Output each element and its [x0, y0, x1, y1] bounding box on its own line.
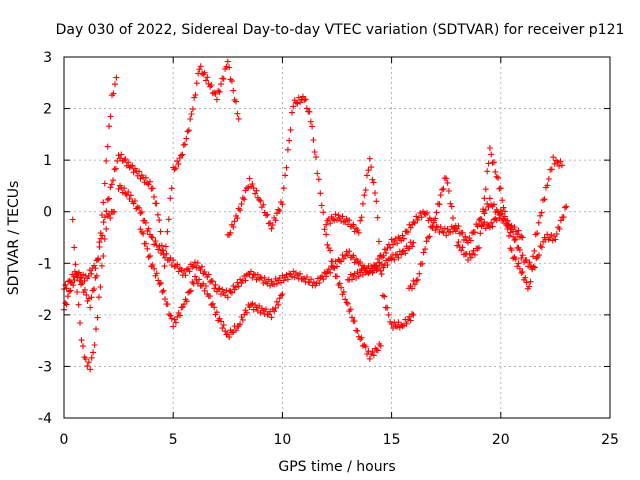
- x-tick-label: 20: [492, 432, 510, 448]
- plus-markers: [137, 226, 286, 341]
- y-tick-label: 0: [43, 205, 52, 221]
- plus-markers: [344, 239, 417, 283]
- series-track-7: [323, 195, 526, 280]
- x-tick-label: 15: [383, 432, 401, 448]
- plus-markers: [476, 203, 570, 273]
- plus-markers: [69, 208, 118, 373]
- plus-markers: [323, 155, 417, 331]
- y-tick-label: 3: [43, 50, 52, 66]
- series-track-4: [115, 182, 330, 301]
- series-track-8: [323, 155, 417, 331]
- plus-markers: [323, 195, 526, 280]
- series-track-10: [406, 145, 565, 292]
- x-tick-label: 25: [601, 432, 619, 448]
- y-tick-label: -3: [38, 359, 52, 375]
- y-tick-label: -1: [38, 256, 52, 272]
- chart-title: Day 030 of 2022, Sidereal Day-to-day VTE…: [56, 22, 625, 38]
- plus-markers: [224, 93, 384, 362]
- series-track-9: [344, 239, 417, 283]
- x-tick-label: 5: [169, 432, 178, 448]
- y-tick-label: -4: [38, 411, 52, 427]
- x-axis-label: GPS time / hours: [278, 459, 395, 475]
- plus-markers: [61, 74, 120, 313]
- x-tick-label: 0: [60, 432, 69, 448]
- series-track-5: [137, 226, 286, 341]
- plot-frame: [63, 56, 611, 419]
- x-tick-label: 10: [273, 432, 291, 448]
- series-track-1: [61, 74, 120, 313]
- y-axis-label: SDTVAR / TECUs: [6, 181, 22, 296]
- plus-markers: [115, 182, 330, 301]
- y-tick-label: -2: [38, 308, 52, 324]
- series-track-11: [476, 203, 570, 273]
- axis-ticks: 0 5 10 15 20 25 -4 -3 -2 -1 0 1 2 3: [38, 50, 619, 448]
- data-points: [61, 58, 570, 373]
- series-track-2: [69, 208, 118, 373]
- grid: [64, 57, 610, 418]
- plus-markers: [406, 145, 565, 292]
- series-track-6: [224, 93, 384, 362]
- y-tick-label: 1: [43, 153, 52, 169]
- y-tick-label: 2: [43, 102, 52, 118]
